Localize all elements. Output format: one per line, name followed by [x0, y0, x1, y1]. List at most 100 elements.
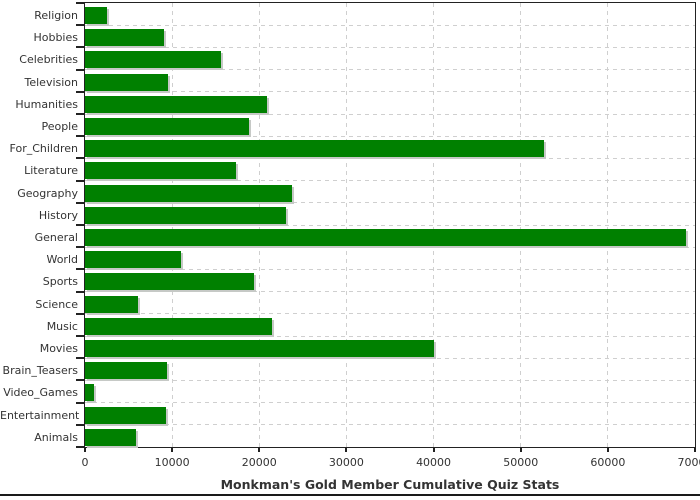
x-axis-tick	[171, 448, 174, 452]
bar-for-children	[85, 140, 545, 158]
y-axis-tick	[76, 201, 84, 204]
y-axis-tick	[76, 446, 84, 448]
h-gridline	[85, 69, 695, 71]
bar-television	[85, 73, 168, 91]
bar-literature	[85, 162, 236, 180]
h-gridline	[85, 202, 695, 204]
x-axis-tick	[694, 448, 696, 452]
h-gridline	[85, 91, 695, 93]
y-axis-label: People	[41, 120, 78, 133]
y-axis-label: General	[34, 231, 78, 244]
y-axis-label: Music	[46, 319, 78, 333]
bar-video-games	[85, 384, 94, 402]
h-gridline	[85, 24, 695, 26]
bar-celebrities	[85, 51, 221, 69]
x-axis-label: 10000	[154, 456, 190, 469]
y-axis-label: Celebrities	[19, 53, 78, 67]
y-axis-label: Sports	[42, 275, 78, 289]
y-axis-label: Geography	[17, 186, 78, 200]
x-axis-label: 60000	[590, 456, 626, 469]
x-axis-tick	[345, 448, 348, 452]
bar-general	[85, 229, 687, 246]
v-gridline	[607, 3, 609, 447]
bar-movies	[85, 340, 434, 357]
x-axis-label: 40000	[416, 456, 452, 469]
x-axis-label: 70000	[677, 456, 700, 469]
y-axis-label: History	[38, 208, 78, 222]
y-axis-tick	[76, 335, 84, 337]
y-axis-tick	[76, 2, 84, 4]
bar-geography	[85, 184, 293, 202]
y-axis-tick	[76, 90, 84, 93]
y-axis-tick	[76, 24, 84, 27]
y-axis-tick	[76, 379, 84, 382]
x-axis-label: 30000	[328, 456, 364, 469]
bar-world	[85, 251, 181, 269]
h-gridline	[85, 224, 695, 226]
bar-humanities	[85, 95, 268, 113]
h-gridline	[85, 379, 695, 381]
x-axis-label: 50000	[503, 456, 539, 469]
y-axis-tick	[76, 423, 84, 426]
v-gridline	[433, 3, 435, 447]
h-gridline	[85, 180, 695, 182]
y-axis-label: Humanities	[15, 97, 78, 111]
x-axis-tick	[258, 448, 261, 452]
y-axis-label: Religion	[34, 9, 78, 22]
x-axis-tick	[432, 448, 435, 452]
bar-religion	[85, 7, 107, 24]
x-axis-tick	[519, 448, 522, 452]
v-gridline	[345, 3, 347, 447]
y-axis-tick	[76, 312, 84, 315]
h-gridline	[85, 246, 695, 248]
y-axis-label: For_Children	[9, 142, 78, 156]
v-gridline	[171, 3, 173, 447]
h-gridline	[85, 313, 695, 315]
y-axis-label: Television	[24, 75, 79, 89]
y-axis-tick	[76, 224, 84, 226]
h-gridline	[85, 291, 695, 293]
y-axis-tick	[76, 246, 84, 249]
y-axis-tick	[76, 401, 84, 404]
h-gridline	[85, 402, 695, 404]
y-axis-tick	[76, 135, 84, 138]
y-axis-label: Entertainment	[0, 408, 80, 422]
chart-title: Monkman's Gold Member Cumulative Quiz St…	[220, 477, 560, 492]
y-axis-label: Video_Games	[3, 386, 78, 400]
bar-history	[85, 206, 287, 224]
h-gridline	[85, 268, 695, 270]
plot-area	[84, 2, 696, 448]
y-axis-label: Brain_Teasers	[2, 364, 78, 378]
h-gridline	[85, 113, 695, 115]
y-axis-tick	[76, 179, 84, 182]
y-axis-tick	[76, 113, 84, 115]
bar-animals	[85, 428, 136, 446]
v-gridline	[520, 3, 522, 447]
y-axis-tick	[76, 46, 84, 49]
x-axis-label: 0	[81, 456, 89, 469]
x-axis-label: 20000	[241, 456, 277, 469]
h-gridline	[85, 357, 695, 359]
h-gridline	[85, 157, 695, 159]
y-axis-label: Movies	[39, 342, 78, 355]
v-gridline	[258, 3, 260, 447]
y-axis-label: Literature	[24, 164, 78, 178]
y-axis-tick	[76, 357, 84, 360]
y-axis-tick	[76, 268, 84, 271]
h-gridline	[85, 135, 695, 137]
y-axis-label: Hobbies	[33, 31, 78, 45]
bar-people	[85, 118, 249, 135]
h-gridline	[85, 335, 695, 337]
bar-entertainment	[85, 406, 167, 424]
y-axis-label: World	[46, 253, 78, 267]
bar-sports	[85, 273, 255, 291]
x-axis-tick	[84, 448, 86, 452]
bar-brain-teasers	[85, 362, 167, 380]
y-axis-label: Animals	[34, 430, 78, 444]
h-gridline	[85, 424, 695, 426]
y-axis-label: Science	[35, 297, 78, 311]
y-axis-tick	[76, 290, 84, 293]
h-gridline	[85, 46, 695, 48]
y-axis-tick	[76, 157, 84, 160]
